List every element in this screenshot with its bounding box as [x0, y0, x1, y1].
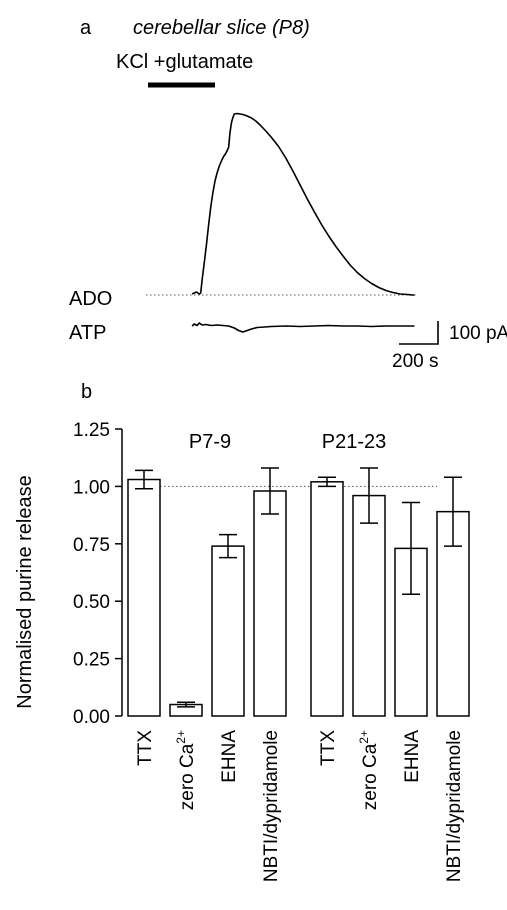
scale-bar: 100 pA 200 s [392, 321, 507, 372]
atp-trace-label: ATP [69, 322, 106, 344]
error-bar [261, 467, 279, 515]
panel-a: a cerebellar slice (P8) KCl +glutamate A… [69, 17, 507, 372]
panel-b: b Normalised purine release P7-9 P21-23 … [14, 381, 470, 882]
category-label: TTX [135, 730, 156, 766]
category-label: NBTI/dypridamole [444, 730, 465, 882]
error-bar [444, 476, 462, 547]
error-bar [360, 467, 378, 524]
y-tick-label: 1.00 [73, 477, 110, 498]
ado-trace [191, 112, 415, 296]
scale-bar-x-label: 200 s [392, 351, 438, 372]
category-label: zero Ca2+ [174, 730, 198, 810]
scale-bar-y-label: 100 pA [449, 323, 507, 344]
error-bar [402, 501, 420, 596]
panel-b-letter: b [81, 381, 92, 403]
category-label: EHNA [219, 730, 240, 783]
y-tick-label: 1.25 [73, 420, 110, 441]
group-label-p21-23: P21-23 [322, 431, 387, 453]
y-tick-label: 0.75 [73, 535, 110, 556]
y-axis-label: Normalised purine release [14, 475, 36, 708]
atp-trace [191, 322, 415, 333]
group-label-p7-9: P7-9 [189, 431, 231, 453]
bar-P21-23-0 [310, 481, 344, 717]
bars-layer [127, 467, 470, 717]
stimulus-label: KCl +glutamate [116, 51, 253, 73]
error-bar [318, 476, 336, 488]
category-label: TTX [318, 730, 339, 766]
bar-P7-9-0 [127, 478, 161, 717]
y-tick-label: 0.00 [73, 707, 110, 728]
y-tick-label: 0.25 [73, 650, 110, 671]
category-label: NBTI/dypridamole [261, 730, 282, 882]
bar-P21-23-1 [352, 494, 386, 717]
ado-trace-label: ADO [69, 288, 112, 310]
error-bar [219, 533, 237, 559]
panel-a-title: cerebellar slice (P8) [133, 17, 310, 39]
bar-P7-9-2 [211, 545, 245, 717]
error-bar [177, 701, 195, 708]
error-bar [135, 469, 153, 490]
panel-a-letter: a [80, 17, 92, 39]
category-label: zero Ca2+ [357, 730, 381, 810]
category-labels: TTX zero Ca2+ EHNA NBTI/dypridamole TTX zero … [135, 730, 465, 882]
scale-bar-lines [399, 321, 439, 345]
category-label: EHNA [402, 730, 423, 783]
bar-P7-9-3 [253, 490, 287, 717]
y-axis: 0.00 0.25 0.50 0.75 1.00 1.25 [73, 420, 123, 728]
y-tick-label: 0.50 [73, 592, 110, 613]
